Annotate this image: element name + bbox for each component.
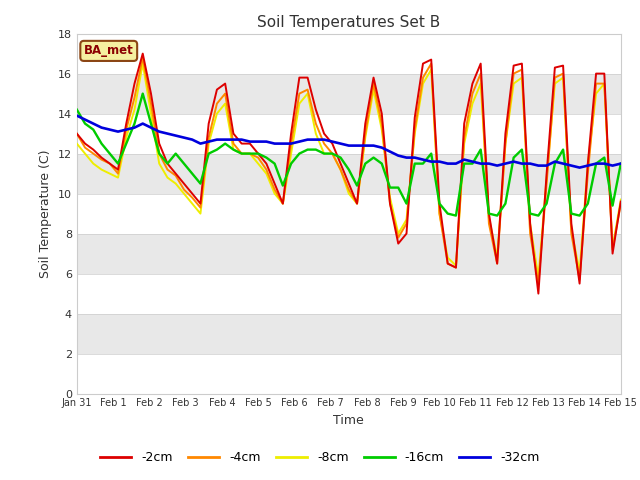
-16cm xyxy=(114,161,122,167)
Title: Soil Temperatures Set B: Soil Temperatures Set B xyxy=(257,15,440,30)
-2cm xyxy=(304,75,312,81)
-4cm xyxy=(147,101,155,107)
-4cm xyxy=(139,55,147,60)
-32cm xyxy=(617,161,625,167)
-8cm xyxy=(304,91,312,96)
-2cm xyxy=(534,291,542,297)
-8cm xyxy=(328,151,336,156)
-32cm xyxy=(485,161,493,167)
Bar xyxy=(77,234,621,274)
Bar xyxy=(77,154,621,193)
-2cm xyxy=(114,167,122,172)
-16cm xyxy=(139,91,147,96)
-8cm xyxy=(493,255,501,261)
-8cm xyxy=(73,141,81,146)
Line: -2cm: -2cm xyxy=(77,54,621,294)
-8cm xyxy=(534,275,542,280)
Bar xyxy=(77,313,621,354)
X-axis label: Time: Time xyxy=(333,414,364,427)
-4cm xyxy=(617,201,625,206)
-16cm xyxy=(73,107,81,112)
-2cm xyxy=(139,51,147,57)
Bar xyxy=(77,114,621,154)
-2cm xyxy=(493,261,501,266)
-2cm xyxy=(617,199,625,204)
-2cm xyxy=(328,141,336,146)
Line: -8cm: -8cm xyxy=(77,63,621,277)
-16cm xyxy=(452,213,460,218)
-32cm xyxy=(584,163,591,168)
-4cm xyxy=(328,151,336,156)
Line: -32cm: -32cm xyxy=(77,116,621,168)
Bar xyxy=(77,354,621,394)
-2cm xyxy=(147,91,155,96)
-8cm xyxy=(114,175,122,180)
-32cm xyxy=(139,120,147,126)
-4cm xyxy=(114,171,122,177)
-8cm xyxy=(147,111,155,117)
-4cm xyxy=(73,131,81,136)
Bar xyxy=(77,73,621,114)
Bar xyxy=(77,274,621,313)
-32cm xyxy=(156,129,163,134)
Line: -16cm: -16cm xyxy=(77,94,621,216)
Text: BA_met: BA_met xyxy=(84,44,134,58)
-4cm xyxy=(534,281,542,287)
-16cm xyxy=(617,161,625,167)
-32cm xyxy=(576,165,584,170)
-16cm xyxy=(147,120,155,126)
-4cm xyxy=(304,87,312,93)
Bar xyxy=(77,34,621,73)
Bar xyxy=(77,193,621,234)
Line: -4cm: -4cm xyxy=(77,58,621,284)
-16cm xyxy=(502,201,509,206)
-4cm xyxy=(493,261,501,266)
-4cm xyxy=(584,171,591,177)
-8cm xyxy=(139,60,147,66)
-2cm xyxy=(73,131,81,136)
-2cm xyxy=(584,161,591,167)
-32cm xyxy=(320,137,328,143)
-8cm xyxy=(584,161,591,167)
-16cm xyxy=(584,201,591,206)
-16cm xyxy=(304,147,312,153)
-8cm xyxy=(617,197,625,203)
Legend: -2cm, -4cm, -8cm, -16cm, -32cm: -2cm, -4cm, -8cm, -16cm, -32cm xyxy=(95,446,545,469)
-32cm xyxy=(296,139,303,144)
-16cm xyxy=(328,151,336,156)
Y-axis label: Soil Temperature (C): Soil Temperature (C) xyxy=(39,149,52,278)
-32cm xyxy=(73,113,81,119)
